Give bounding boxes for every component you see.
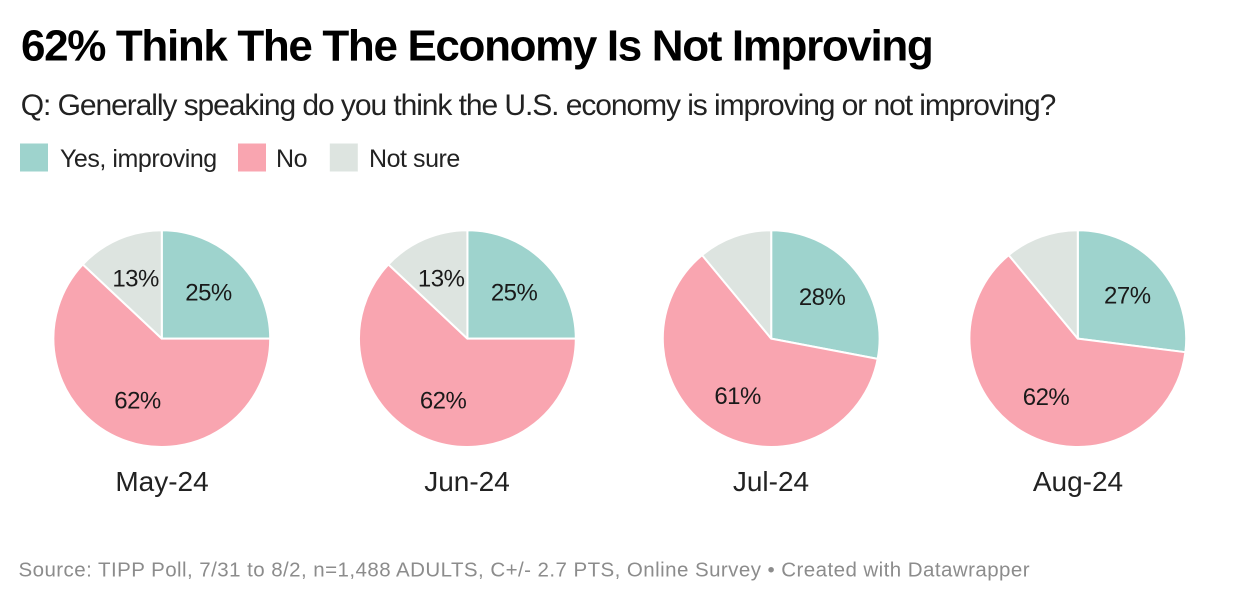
svg-text:61%: 61% xyxy=(714,383,761,410)
svg-text:Yes, improving: Yes, improving xyxy=(60,145,217,173)
svg-text:62% Think The The Economy Is N: 62% Think The The Economy Is Not Improvi… xyxy=(21,21,932,70)
svg-text:No: No xyxy=(276,145,307,173)
svg-text:13%: 13% xyxy=(112,266,159,293)
svg-text:Aug-24: Aug-24 xyxy=(1033,466,1123,497)
svg-text:62%: 62% xyxy=(420,388,467,415)
svg-text:Q: Generally speaking do you t: Q: Generally speaking do you think the U… xyxy=(21,89,1056,122)
svg-text:Not sure: Not sure xyxy=(369,145,460,173)
svg-text:Source: TIPP Poll, 7/31 to 8/2: Source: TIPP Poll, 7/31 to 8/2, n=1,488 … xyxy=(19,559,1031,582)
svg-text:25%: 25% xyxy=(185,279,232,306)
svg-text:28%: 28% xyxy=(799,284,846,311)
svg-text:May-24: May-24 xyxy=(115,466,208,497)
svg-text:25%: 25% xyxy=(491,279,538,306)
svg-text:62%: 62% xyxy=(1023,384,1070,411)
svg-text:Jun-24: Jun-24 xyxy=(424,466,510,497)
svg-text:27%: 27% xyxy=(1104,283,1151,310)
svg-text:62%: 62% xyxy=(114,388,161,415)
svg-text:Jul-24: Jul-24 xyxy=(733,466,809,497)
svg-text:13%: 13% xyxy=(418,266,465,293)
